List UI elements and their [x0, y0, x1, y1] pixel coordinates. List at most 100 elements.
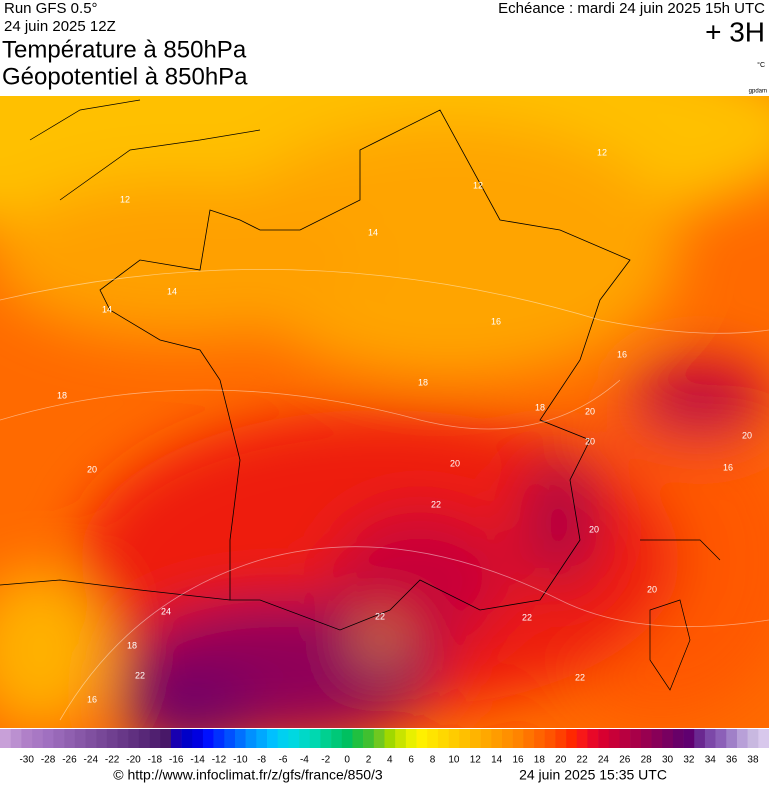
color-swatch — [491, 729, 503, 748]
contour-label: 20 — [87, 464, 97, 474]
colorbar-label: -6 — [279, 755, 288, 766]
color-swatch — [469, 729, 481, 748]
color-swatch — [373, 729, 385, 748]
contour-label: 22 — [431, 499, 441, 509]
color-swatch — [245, 729, 257, 748]
color-swatch — [416, 729, 428, 748]
echeance: Echéance : mardi 24 juin 2025 15h UTC — [498, 0, 765, 17]
colorbar-label: -28 — [41, 755, 56, 766]
color-swatch — [587, 729, 599, 748]
offset: + 3H — [705, 16, 765, 47]
color-swatch — [555, 729, 567, 748]
color-swatch — [117, 729, 129, 748]
contour-label: 20 — [589, 524, 599, 534]
color-swatch — [149, 729, 161, 748]
contour-label: 20 — [585, 406, 595, 416]
color-swatch — [331, 729, 343, 748]
colorbar-label: -8 — [257, 755, 266, 766]
color-swatch — [0, 729, 11, 748]
color-swatch — [747, 729, 759, 748]
color-swatch — [512, 729, 524, 748]
color-swatch — [630, 729, 642, 748]
run-date: 24 juin 2025 12Z — [4, 18, 116, 35]
color-swatch — [384, 729, 396, 748]
contour-label: 12 — [120, 194, 130, 204]
color-swatch — [576, 729, 588, 748]
color-swatch — [640, 729, 652, 748]
colorbar-label: -22 — [105, 755, 120, 766]
colorbar-label: 2 — [366, 755, 372, 766]
color-swatch — [192, 729, 204, 748]
color-swatch — [138, 729, 150, 748]
contour-label: 14 — [368, 227, 378, 237]
colorbar-label: 10 — [448, 755, 460, 766]
contour-label: 20 — [742, 430, 752, 440]
color-swatch — [395, 729, 407, 748]
color-swatch — [480, 729, 492, 748]
color-swatch — [21, 729, 33, 748]
contour-label: 22 — [522, 612, 532, 622]
color-swatch — [683, 729, 695, 748]
color-swatch — [234, 729, 246, 748]
contour-label: 12 — [473, 180, 483, 190]
colorbar-label: -2 — [321, 755, 330, 766]
color-swatch — [598, 729, 610, 748]
color-swatch — [267, 729, 278, 748]
color-swatch — [544, 729, 556, 748]
color-swatch — [128, 729, 140, 748]
color-swatch — [85, 729, 97, 748]
color-swatch — [256, 729, 268, 748]
color-swatch — [309, 729, 321, 748]
map: 12 12 12 14 14 14 16 16 16 18 18 18 18 20 20 20 20 20 20 20… — [0, 96, 769, 728]
colorbar-label: 36 — [726, 755, 738, 766]
color-swatch — [427, 729, 439, 748]
contour-label: 12 — [597, 147, 607, 157]
color-swatch — [608, 729, 620, 748]
colorbar-label: 32 — [683, 755, 695, 766]
colorbar-label: 8 — [430, 755, 436, 766]
title: Température à 850hPa — [2, 36, 247, 63]
colorbar-label: 22 — [577, 755, 589, 766]
color-swatch — [363, 729, 375, 748]
contour-label: 24 — [161, 606, 171, 616]
colorbar-label: -14 — [190, 755, 205, 766]
colorbar-label: 0 — [344, 755, 350, 766]
contour-label: 14 — [102, 304, 112, 314]
colorbar-label: 4 — [387, 755, 393, 766]
colorbar-label: -26 — [62, 755, 77, 766]
color-swatch — [170, 729, 182, 748]
colorbar-label: -30 — [19, 755, 34, 766]
colorbar-label: -18 — [148, 755, 163, 766]
color-swatch — [619, 729, 631, 748]
contour-label: 18 — [535, 402, 545, 412]
color-swatch — [758, 729, 769, 748]
generated: 24 juin 2025 15:35 UTC — [519, 767, 667, 783]
colorbar-label: -10 — [233, 755, 248, 766]
credit: gpdam — [749, 89, 767, 95]
subtitle: Géopotentiel à 850hPa — [2, 63, 248, 90]
color-swatch — [566, 729, 578, 748]
color-swatch — [459, 729, 471, 748]
colorbar-label: -20 — [126, 755, 141, 766]
colorbar-label: 14 — [491, 755, 503, 766]
colorbar-label: -24 — [84, 755, 99, 766]
colorbar-label: 30 — [662, 755, 674, 766]
contour-label: 16 — [87, 694, 97, 704]
color-swatch — [96, 729, 108, 748]
colorbar-label: -4 — [300, 755, 309, 766]
color-swatch — [106, 729, 118, 748]
contour-label: 22 — [135, 670, 145, 680]
contour-label: 18 — [418, 377, 428, 387]
colorbar-label: 18 — [534, 755, 546, 766]
color-swatch — [64, 729, 76, 748]
color-swatch — [10, 729, 22, 748]
color-swatch — [277, 729, 289, 748]
color-swatch — [736, 729, 748, 748]
color-swatch — [704, 729, 716, 748]
color-swatch — [288, 729, 300, 748]
color-swatch — [534, 729, 546, 748]
color-swatch — [501, 729, 513, 748]
contour-label: 22 — [375, 611, 385, 621]
colorbar-label: 34 — [705, 755, 717, 766]
color-swatch — [160, 729, 172, 748]
